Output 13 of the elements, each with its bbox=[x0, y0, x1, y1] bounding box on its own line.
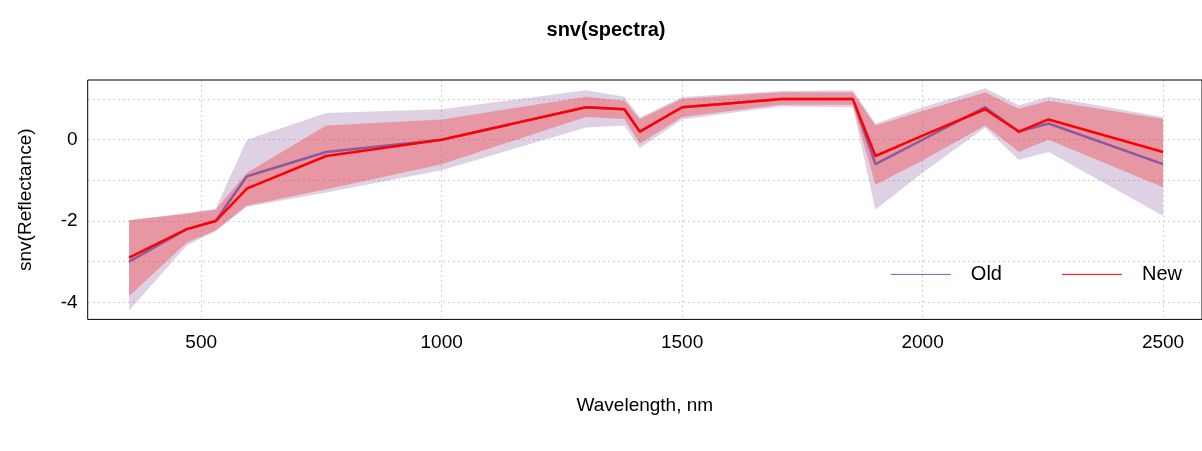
legend-label: Old bbox=[970, 261, 1002, 284]
y-tick-label: -2 bbox=[60, 209, 78, 231]
y-tick-label: -4 bbox=[60, 290, 79, 312]
x-axis-title: Wavelength, nm bbox=[576, 393, 714, 415]
legend-label: New bbox=[1141, 261, 1183, 284]
x-tick-label: 500 bbox=[185, 331, 218, 353]
x-tick-label: 1500 bbox=[660, 331, 704, 353]
y-tick-label: 0 bbox=[67, 127, 78, 149]
x-tick-label: 2000 bbox=[901, 331, 944, 353]
x-tick-label: 2500 bbox=[1141, 331, 1185, 353]
y-axis-title: snv(Reflectance) bbox=[13, 128, 35, 271]
x-tick-label: 1000 bbox=[420, 331, 463, 353]
chart-title: snv(spectra) bbox=[546, 17, 666, 40]
